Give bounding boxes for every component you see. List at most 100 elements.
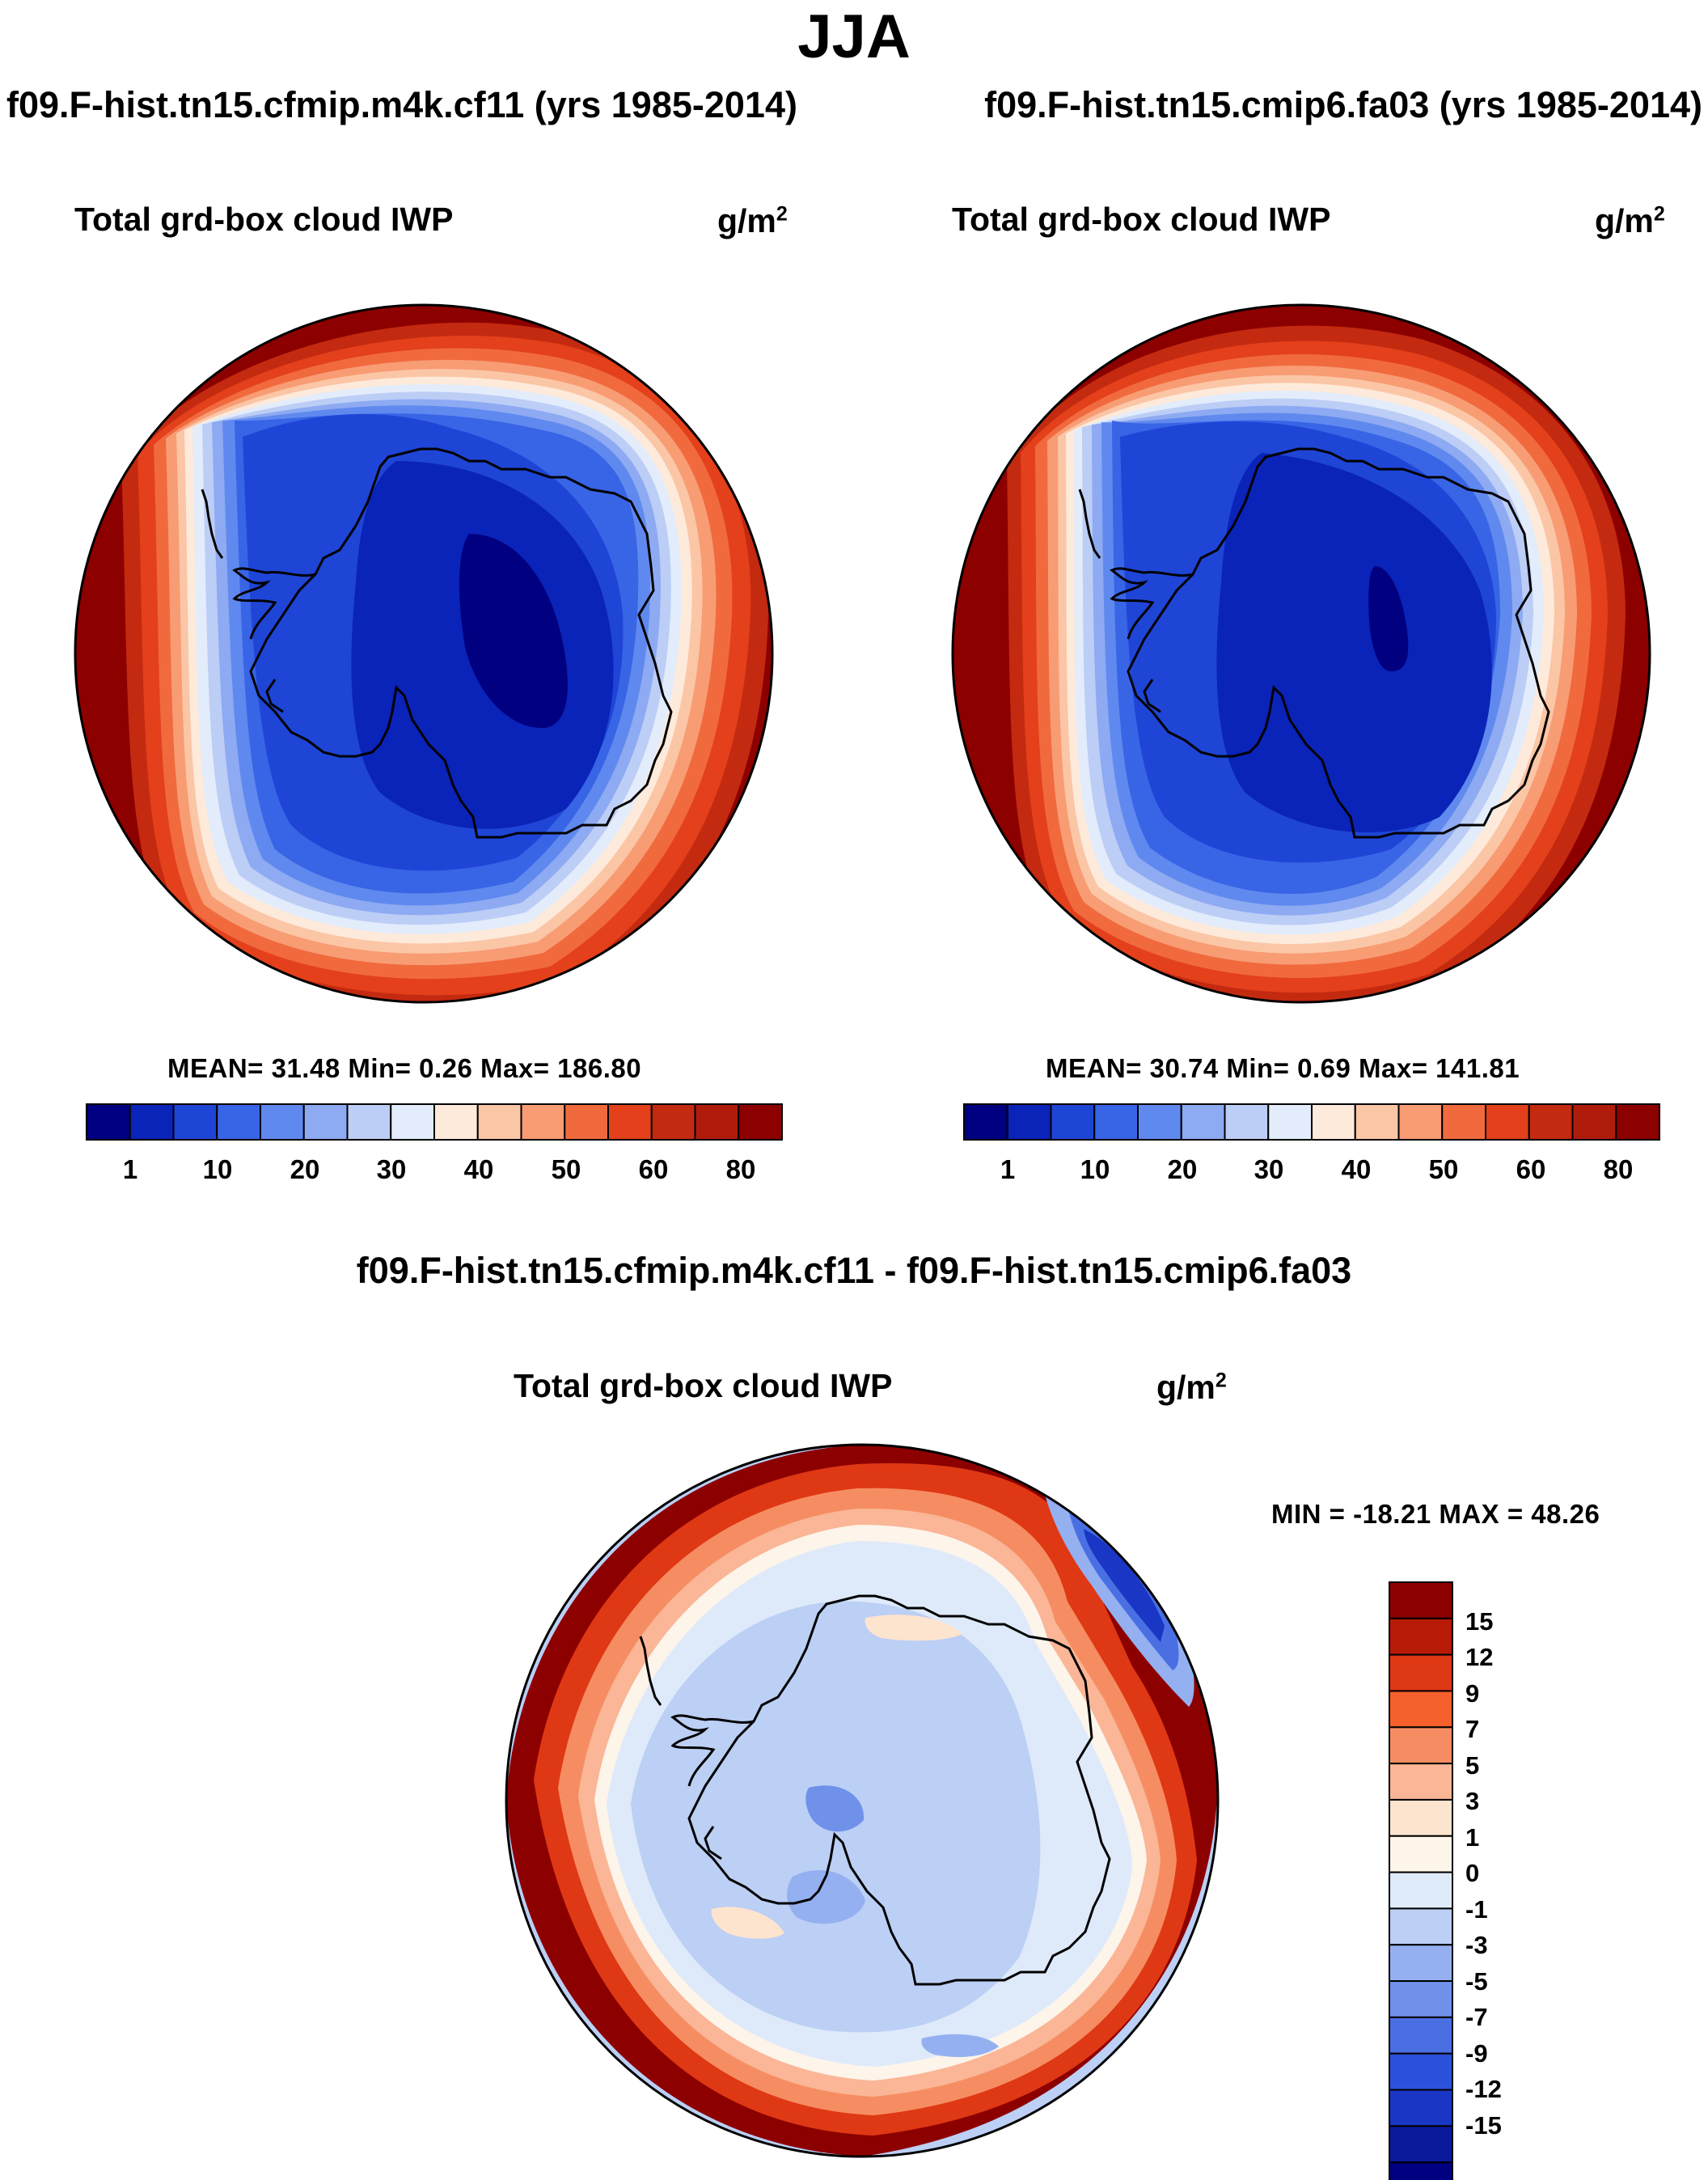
colorbar-box [1389,2161,1453,2180]
colorbar-box [1397,1103,1444,1141]
colorbar-box [1180,1103,1226,1141]
colorbar-box [172,1103,218,1141]
colorbar-box [1389,1653,1453,1692]
right-colorbar-label: 50 [1428,1154,1459,1184]
colorbar-box [216,1103,261,1141]
diff-colorbar-label: -15 [1465,2111,1502,2140]
colorbar-box [86,1103,131,1141]
colorbar-box [1389,1798,1453,1837]
difference-title: f09.F-hist.tn15.cfmip.m4k.cf11 - f09.F-h… [356,1250,1352,1291]
colorbar-box [476,1103,522,1141]
right-colorbar-label: 80 [1603,1154,1634,1184]
left-colorbar-label: 50 [551,1154,581,1184]
left-polar-map [74,303,774,1004]
colorbar-box [1354,1103,1400,1141]
diff-colorbar-label: -7 [1465,2003,1488,2031]
colorbar-box [1485,1103,1530,1141]
diff-colorbar-label: 12 [1465,1643,1494,1671]
left-panel-stats: MEAN= 31.48 Min= 0.26 Max= 186.80 [167,1053,642,1083]
left-colorbar-label: 10 [202,1154,233,1184]
left-colorbar-label: 30 [376,1154,407,1184]
colorbar-box [433,1103,479,1141]
left-colorbar-label: 20 [290,1154,320,1184]
colorbar-box [129,1103,175,1141]
colorbar-box [1528,1103,1574,1141]
colorbar-box [564,1103,609,1141]
diff-colorbar-label: 0 [1465,1859,1480,1887]
colorbar-box [963,1103,1008,1141]
colorbar-box [1389,2089,1453,2127]
colorbar-box [738,1103,783,1141]
diff-colorbar-label: -12 [1465,2075,1502,2103]
left-colorbar-label: 60 [638,1154,669,1184]
colorbar-box [1389,1581,1453,1619]
colorbar-box [1093,1103,1139,1141]
diff-colorbar-label: 3 [1465,1787,1480,1815]
difference-variable-name: Total grd-box cloud IWP [514,1367,893,1404]
difference-colorbar [1389,1581,1453,2180]
right-colorbar-label: 40 [1341,1154,1372,1184]
colorbar-box [650,1103,696,1141]
colorbar-box [1389,1726,1453,1765]
diff-colorbar-label: 1 [1465,1823,1480,1852]
right-colorbar-label: 30 [1254,1154,1284,1184]
right-panel-stats: MEAN= 30.74 Min= 0.69 Max= 141.81 [1046,1053,1520,1083]
left-panel-run-title: f09.F-hist.tn15.cfmip.m4k.cf11 (yrs 1985… [6,84,797,125]
left-colorbar-label: 40 [463,1154,494,1184]
diff-colorbar-label: 5 [1465,1751,1480,1780]
colorbar-box [1389,1617,1453,1656]
diff-colorbar-label: -5 [1465,1967,1488,1996]
right-panel-variable-name: Total grd-box cloud IWP [952,201,1331,238]
right-colorbar-label: 1 [1000,1154,1016,1184]
left-colorbar-label: 1 [122,1154,138,1184]
right-polar-map [951,303,1651,1004]
right-colorbar-label: 60 [1516,1154,1546,1184]
colorbar-box [1571,1103,1617,1141]
left-colorbar [86,1103,783,1141]
diff-colorbar-label: -9 [1465,2039,1488,2068]
right-colorbar-label: 10 [1080,1154,1110,1184]
colorbar-box [1389,1690,1453,1729]
diff-colorbar-label: 9 [1465,1679,1480,1708]
colorbar-box [1389,1907,1453,1946]
colorbar-box [1267,1103,1313,1141]
right-panel-units: g/m2 [1595,202,1665,239]
colorbar-box [302,1103,349,1141]
colorbar-box [520,1103,566,1141]
difference-polar-map [505,1443,1220,2158]
colorbar-box [1389,1835,1453,1873]
figure-title: JJA [797,2,911,71]
left-colorbar-label: 80 [725,1154,756,1184]
colorbar-box [1389,1980,1453,2018]
colorbar-box [1615,1103,1660,1141]
colorbar-box [607,1103,653,1141]
left-panel-units: g/m2 [717,202,788,239]
colorbar-box [346,1103,392,1141]
difference-stats: MIN = -18.21 MAX = 48.26 [1271,1499,1600,1529]
colorbar-box [1050,1103,1096,1141]
colorbar-box [390,1103,435,1141]
colorbar-box [260,1103,305,1141]
colorbar-box [1006,1103,1052,1141]
colorbar-box [1311,1103,1356,1141]
right-colorbar [963,1103,1660,1141]
colorbar-box [1224,1103,1270,1141]
diff-colorbar-label: 15 [1465,1607,1494,1636]
diff-colorbar-label: 7 [1465,1715,1480,1743]
diff-colorbar-label: -3 [1465,1931,1488,1959]
colorbar-box [1389,1871,1453,1910]
right-colorbar-label: 20 [1167,1154,1198,1184]
colorbar-box [694,1103,740,1141]
colorbar-box [1389,2125,1453,2164]
colorbar-box [1389,1763,1453,1801]
colorbar-box [1389,1944,1453,1983]
colorbar-box [1389,2052,1453,2091]
right-panel-run-title: f09.F-hist.tn15.cmip6.fa03 (yrs 1985-201… [984,84,1702,125]
difference-units: g/m2 [1156,1369,1227,1406]
colorbar-box [1441,1103,1486,1141]
colorbar-box [1137,1103,1182,1141]
colorbar-box [1389,2016,1453,2055]
left-panel-variable-name: Total grd-box cloud IWP [74,201,454,238]
diff-colorbar-label: -1 [1465,1895,1488,1924]
